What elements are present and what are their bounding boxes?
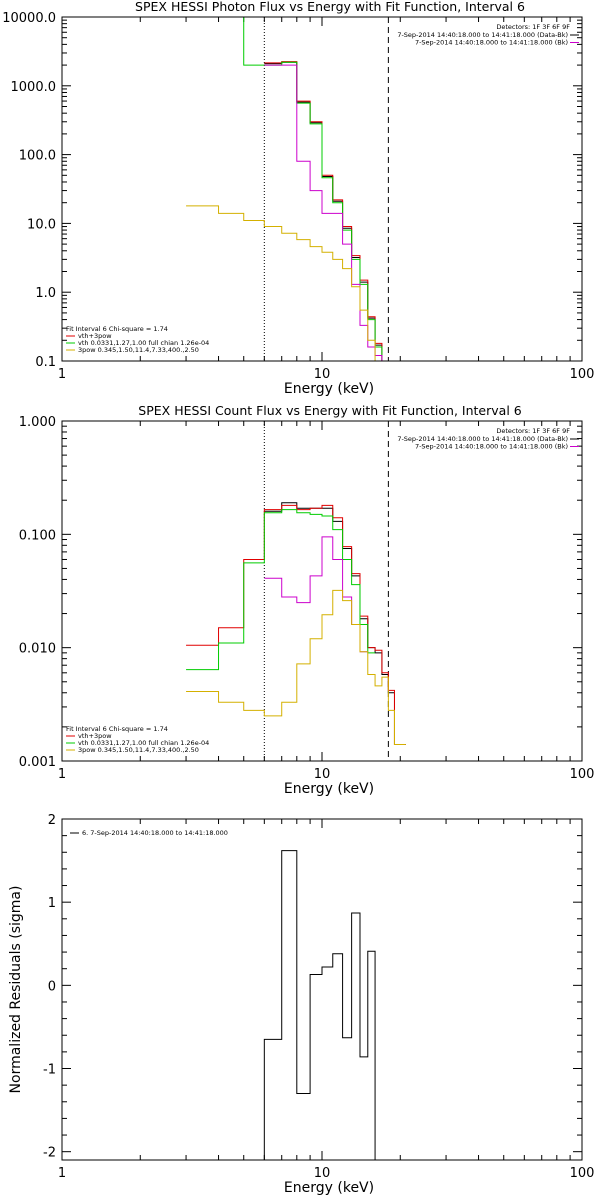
y-tick-label: 0.100: [19, 528, 56, 543]
legend-header: Detectors: 1F 3F 6F 9F: [496, 427, 570, 435]
y-tick-label: 0.1: [35, 355, 56, 370]
legend-entry-text: 3pow 0.345,1.50,11.4,7.33,400.,2.50: [78, 346, 199, 354]
chart-title: SPEX HESSI Photon Flux vs Energy with Fi…: [135, 0, 525, 14]
chart-title: SPEX HESSI Count Flux vs Energy with Fit…: [138, 403, 521, 418]
plot-area-residuals: [263, 850, 376, 1160]
legend-entry-text: 7-Sep-2014 14:40:18.000 to 14:41:18.000 …: [397, 31, 568, 39]
series-1-histogram: [186, 504, 406, 745]
x-axis-label: Energy (keV): [284, 1180, 374, 1196]
x-axis-label: Energy (keV): [284, 781, 374, 797]
legend-entry-text: 7-Sep-2014 14:40:18.000 to 14:41:18.000 …: [415, 39, 568, 47]
legend-entry-text: 7-Sep-2014 14:40:18.000 to 14:41:18.000 …: [397, 435, 568, 443]
series-0-histogram: [264, 61, 389, 361]
y-tick-label: 2: [48, 813, 56, 828]
series-0-histogram: [264, 502, 406, 745]
y-tick-label: 0: [48, 979, 56, 994]
y-tick-label: 0.001: [19, 755, 56, 770]
plot-frame: [61, 420, 583, 762]
x-tick-label: 1: [58, 767, 66, 782]
plot-frame: [61, 16, 583, 362]
y-tick-label: 0.010: [19, 642, 56, 657]
x-tick-label: 10: [314, 767, 331, 782]
legend-entry-text: 6. 7-Sep-2014 14:40:18.000 to 14:41:18.0…: [82, 829, 228, 837]
y-tick-label: 10000.0: [2, 11, 56, 26]
series-4-histogram: [186, 205, 382, 361]
legend-header: Detectors: 1F 3F 6F 9F: [496, 23, 570, 31]
series-2-histogram: [186, 17, 389, 361]
x-tick-label: 100: [570, 767, 595, 782]
legend-entry-text: vth+3pow: [78, 732, 112, 740]
y-tick-label: 10.0: [27, 217, 56, 232]
legend-entry-text: 3pow 0.345,1.50,11.4,7.33,400.,2.50: [78, 746, 199, 754]
legend-entry-text: vth+3pow: [78, 332, 112, 340]
legend-entry-text: vth 0.0331,1.27,1.00 full chian 1.26e-04: [78, 739, 209, 747]
series-2-histogram: [186, 509, 376, 671]
legend-header: Fit Interval 6 Chi-square = 1.74: [66, 325, 168, 333]
x-tick-label: 1: [58, 367, 66, 382]
plot-area-count: [186, 421, 406, 761]
legend-entry-text: 7-Sep-2014 14:40:18.000 to 14:41:18.000 …: [415, 443, 568, 451]
series-0-histogram: [263, 850, 376, 1160]
y-tick-label: -2: [43, 1146, 56, 1161]
chart-residuals: Energy (keV) Normalized Residuals (sigma)…: [8, 813, 594, 1196]
y-tick-label: 100.0: [19, 149, 56, 164]
legend-header: Fit Interval 6 Chi-square = 1.74: [66, 725, 168, 733]
y-axis-label: Normalized Residuals (sigma): [8, 886, 24, 1094]
series-4-histogram: [186, 589, 406, 745]
x-tick-label: 100: [570, 367, 595, 382]
x-tick-label: 10: [314, 1166, 331, 1181]
series-3-histogram: [264, 536, 368, 653]
y-tick-label: -1: [43, 1063, 56, 1078]
y-tick-label: 1000.0: [11, 80, 57, 95]
x-tick-label: 100: [570, 1166, 595, 1181]
y-tick-label: 1.000: [19, 415, 56, 430]
plot-frame: [61, 818, 583, 1161]
series-1-histogram: [264, 61, 389, 361]
y-tick-label: 1: [48, 896, 56, 911]
x-axis-label: Energy (keV): [284, 381, 374, 397]
plot-area-photon: [186, 17, 389, 361]
legend-entry-text: vth 0.0331,1.27,1.00 full chian 1.26e-04: [78, 339, 209, 347]
y-tick-label: 1.0: [35, 286, 56, 301]
x-tick-label: 1: [58, 1166, 66, 1181]
x-tick-label: 10: [314, 367, 331, 382]
chart-count: SPEX HESSI Count Flux vs Energy with Fit…: [19, 403, 595, 797]
chart-photon: SPEX HESSI Photon Flux vs Energy with Fi…: [2, 0, 594, 397]
